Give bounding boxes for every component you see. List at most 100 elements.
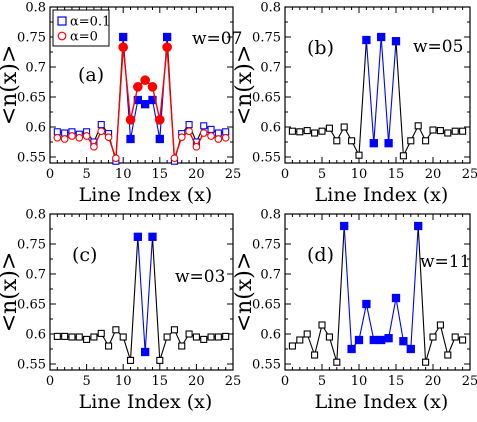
- data-point-square: [185, 121, 193, 129]
- y-tick-label: 0.7: [25, 268, 46, 283]
- y-tick-label: 0.55: [252, 358, 281, 373]
- x-axis-label: Line Index (x): [79, 391, 213, 413]
- series-segment: [365, 39, 375, 144]
- y-tick-label: 0.8: [25, 1, 46, 16]
- legend: α=0.1α=0: [52, 9, 110, 47]
- data-point-square: [451, 127, 459, 135]
- data-point-circle: [140, 75, 150, 85]
- y-tick-label: 0.65: [252, 298, 281, 313]
- data-point-square: [436, 321, 444, 329]
- series-segment: [358, 303, 367, 341]
- x-tick-label: 5: [82, 374, 90, 389]
- data-point-square: [444, 351, 452, 359]
- data-point-square: [296, 128, 304, 136]
- x-tick-label: 10: [115, 167, 132, 182]
- w-annotation: w=11: [420, 252, 470, 272]
- data-point-square: [97, 329, 105, 337]
- data-point-square: [369, 139, 378, 148]
- data-point-square: [288, 127, 296, 135]
- y-tick-label: 0.8: [25, 208, 46, 223]
- data-point-square: [53, 332, 61, 340]
- data-point-circle: [97, 127, 106, 136]
- x-tick-label: 10: [351, 374, 368, 389]
- data-point-circle: [104, 133, 113, 142]
- data-point-square: [68, 333, 76, 341]
- data-point-circle: [214, 135, 223, 143]
- data-point-square: [222, 128, 230, 136]
- data-point-square: [155, 134, 164, 144]
- data-point-square: [414, 221, 423, 231]
- data-point-circle: [125, 115, 136, 125]
- series-segment: [380, 36, 390, 144]
- x-tick-label: 20: [425, 374, 442, 389]
- x-tick-label: 20: [188, 374, 205, 389]
- data-point-square: [303, 127, 311, 135]
- data-point-square: [200, 335, 208, 343]
- y-tick-label: 0.8: [260, 1, 281, 16]
- y-tick-label: 0.7: [25, 61, 46, 76]
- data-point-square: [377, 32, 386, 42]
- x-tick-label: 5: [82, 167, 90, 182]
- y-tick-label: 0.75: [17, 238, 46, 253]
- data-point-circle: [170, 154, 179, 163]
- x-tick-label: 15: [388, 374, 405, 389]
- y-tick-label: 0.55: [17, 151, 46, 166]
- x-tick-label: 5: [318, 374, 326, 389]
- chart-panel-3: 0 5 10 15 20 25 0.55 0.6 0.65 0.7 0.75 0.8 Line Inde…: [0, 208, 241, 414]
- series-segment: [328, 336, 338, 363]
- x-tick-label: 25: [225, 167, 242, 182]
- data-point-square: [333, 137, 341, 145]
- data-point-square: [354, 335, 364, 345]
- data-point-square: [391, 293, 401, 303]
- data-point-square: [105, 342, 113, 350]
- y-tick-label: 0.8: [260, 208, 281, 223]
- series-segment: [388, 41, 397, 144]
- x-tick-label: 15: [388, 167, 405, 182]
- data-point-square: [444, 129, 452, 137]
- data-point-square: [214, 129, 222, 137]
- data-point-square: [163, 333, 171, 341]
- data-point-square: [384, 139, 393, 148]
- x-tick-label: 15: [152, 167, 169, 182]
- x-axis-label: Line Index (x): [79, 184, 213, 206]
- x-tick-label: 25: [462, 374, 477, 389]
- legend-label: α=0: [70, 30, 98, 45]
- data-point-circle: [118, 42, 128, 53]
- data-point-square: [333, 358, 341, 366]
- data-point-square: [422, 358, 430, 366]
- series-segment: [144, 236, 154, 353]
- data-point-square: [362, 35, 371, 45]
- series-segment: [122, 336, 132, 361]
- data-point-square: [429, 333, 437, 341]
- data-point-square: [451, 333, 459, 341]
- data-point-circle: [75, 133, 84, 142]
- x-tick-label: 20: [425, 167, 442, 182]
- x-tick-label: 5: [318, 167, 326, 182]
- panel-label: (c): [72, 244, 97, 266]
- panel-label: (d): [307, 244, 334, 266]
- data-point-square: [348, 137, 356, 145]
- plot-frame: [49, 6, 234, 164]
- series-segment: [314, 324, 323, 356]
- data-point-square: [459, 336, 467, 344]
- data-point-square: [126, 134, 135, 144]
- x-tick-label: 0: [281, 374, 289, 389]
- series-segment: [373, 36, 382, 144]
- y-tick-label: 0.6: [25, 121, 46, 136]
- data-point-square: [156, 356, 164, 364]
- data-point-square: [318, 321, 326, 329]
- data-point-square: [170, 326, 178, 334]
- series-segment: [137, 236, 146, 353]
- data-point-square: [355, 151, 363, 159]
- x-tick-label: 25: [225, 374, 242, 389]
- x-axis-label: Line Index (x): [315, 184, 449, 206]
- data-point-square: [53, 128, 61, 136]
- data-point-circle: [147, 82, 158, 92]
- x-tick-label: 0: [46, 374, 54, 389]
- plot-frame: [284, 213, 471, 371]
- data-point-square: [75, 333, 83, 341]
- y-tick-label: 0.65: [17, 91, 46, 106]
- series-segment: [410, 225, 419, 350]
- data-point-square: [406, 344, 415, 354]
- x-tick-label: 10: [115, 374, 132, 389]
